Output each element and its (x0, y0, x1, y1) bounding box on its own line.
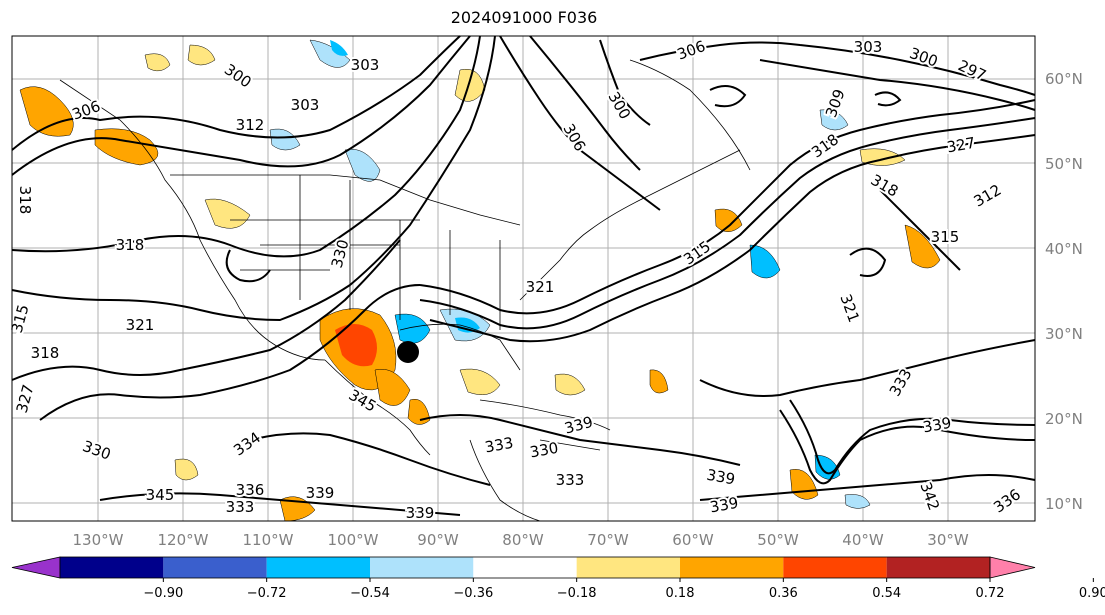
contour-label: 330 (528, 439, 559, 462)
contour-label: 318 (31, 344, 60, 362)
colorbar-segment (473, 557, 577, 578)
longitude-label: 40°W (842, 531, 884, 549)
contour-label: 339 (921, 414, 952, 437)
contour-label: 339 (306, 484, 335, 502)
longitude-label: 110°W (243, 531, 294, 549)
longitude-label: 130°W (73, 531, 124, 549)
colorbar-tick-label: −0.90 (143, 586, 183, 601)
latitude-label: 20°N (1045, 410, 1083, 428)
latitude-label: 10°N (1045, 495, 1083, 513)
colorbar-tick-label: 0.18 (666, 586, 695, 601)
longitude-label: 30°W (927, 531, 969, 549)
contour-label: 312 (236, 116, 265, 134)
colorbar-segment (163, 557, 267, 578)
colorbar-tick-label: −0.72 (247, 586, 287, 601)
contour-label-halo: 333 (226, 498, 255, 516)
longitude-labels: 130°W 120°W 110°W 100°W 90°W 80°W 70°W 60°W 50°W… (73, 531, 969, 549)
longitude-label: 70°W (587, 531, 629, 549)
contour-label-halo: 303 (854, 38, 883, 56)
colorbar-tick-label: −0.18 (557, 586, 597, 601)
latitude-label: 60°N (1045, 70, 1083, 88)
colorbar-outline (59, 556, 991, 579)
colorbar-segment (576, 557, 680, 578)
contour-label-halo: 339 (406, 504, 435, 522)
contour-label-halo: 318 (116, 236, 145, 254)
colorbar-segment (886, 557, 990, 578)
latitude-label: 40°N (1045, 240, 1083, 258)
colorbar-tick-label: 0.36 (769, 586, 798, 601)
contour-label: 318 (16, 186, 34, 215)
longitude-label: 50°W (757, 531, 799, 549)
contour-label-halo: 303 (351, 56, 380, 74)
longitude-label: 60°W (672, 531, 714, 549)
contour-label-halo: 303 (291, 96, 320, 114)
latitude-label: 30°N (1045, 325, 1083, 343)
contour-label: 333 (226, 498, 255, 516)
contour-label: 333 (556, 471, 585, 489)
contour-label-halo: 327 (945, 134, 976, 157)
colorbar-tick-label: −0.54 (350, 586, 390, 601)
map-title: 2024091000 F036 (450, 8, 598, 27)
colorbar-ticks: −0.90 −0.72 −0.54 −0.36 −0.18 0.18 0.36 0.54 0.7… (143, 578, 1105, 601)
coastlines (59, 59, 751, 522)
contour-label: 339 (708, 494, 739, 517)
colorbar-segment (60, 557, 164, 578)
contour-label-halo: 336 (236, 481, 265, 499)
colorbar-segment (680, 557, 784, 578)
contours (11, 35, 1036, 516)
colorbar-extend-low (11, 556, 61, 579)
colorbar-segment (370, 557, 474, 578)
contour-label: 333 (483, 434, 514, 457)
contour-label: 321 (526, 278, 555, 296)
contour-label: 303 (291, 96, 320, 114)
contour-label: 321 (126, 316, 155, 334)
map-frame (11, 35, 1036, 522)
colorbar-extend-high (989, 556, 1036, 579)
contour-label: 315 (931, 228, 960, 246)
longitude-label: 80°W (502, 531, 544, 549)
storm-center-marker (397, 341, 419, 363)
contour-label-halo: 339 (306, 484, 335, 502)
contour-label-halo: 315 (931, 228, 960, 246)
contour-label: 336 (236, 481, 265, 499)
longitude-label: 120°W (158, 531, 209, 549)
contour-label: 318 (116, 236, 145, 254)
latitude-label: 50°N (1045, 155, 1083, 173)
longitude-label: 90°W (417, 531, 459, 549)
contour-label: 303 (351, 56, 380, 74)
colorbar-segment (783, 557, 887, 578)
contour-label: 327 (945, 134, 976, 157)
contour-label: 339 (406, 504, 435, 522)
contour-label: 303 (854, 38, 883, 56)
contour-label-halo: 333 (556, 471, 585, 489)
colorbar-tick-label: 0.54 (872, 586, 901, 601)
contour-label-halo: 318 (16, 186, 34, 215)
longitude-label: 100°W (328, 531, 379, 549)
colorbar (11, 556, 1036, 579)
colorbar-tick-label: 0.72 (976, 586, 1005, 601)
colorbar-tick-label: 0.90 (1079, 586, 1105, 601)
contour-label-halo: 312 (236, 116, 265, 134)
contour-label-halo: 321 (126, 316, 155, 334)
latitude-labels: 60°N 50°N 40°N 30°N 20°N 10°N (1045, 70, 1083, 513)
contour-label-halo: 318 (31, 344, 60, 362)
contour-label: 339 (705, 466, 736, 489)
colorbar-tick-label: −0.36 (453, 586, 493, 601)
contour-label-halo: 345 (146, 486, 175, 504)
colorbar-segment (266, 557, 370, 578)
contour-label-halo: 321 (526, 278, 555, 296)
contour-label: 345 (146, 486, 175, 504)
